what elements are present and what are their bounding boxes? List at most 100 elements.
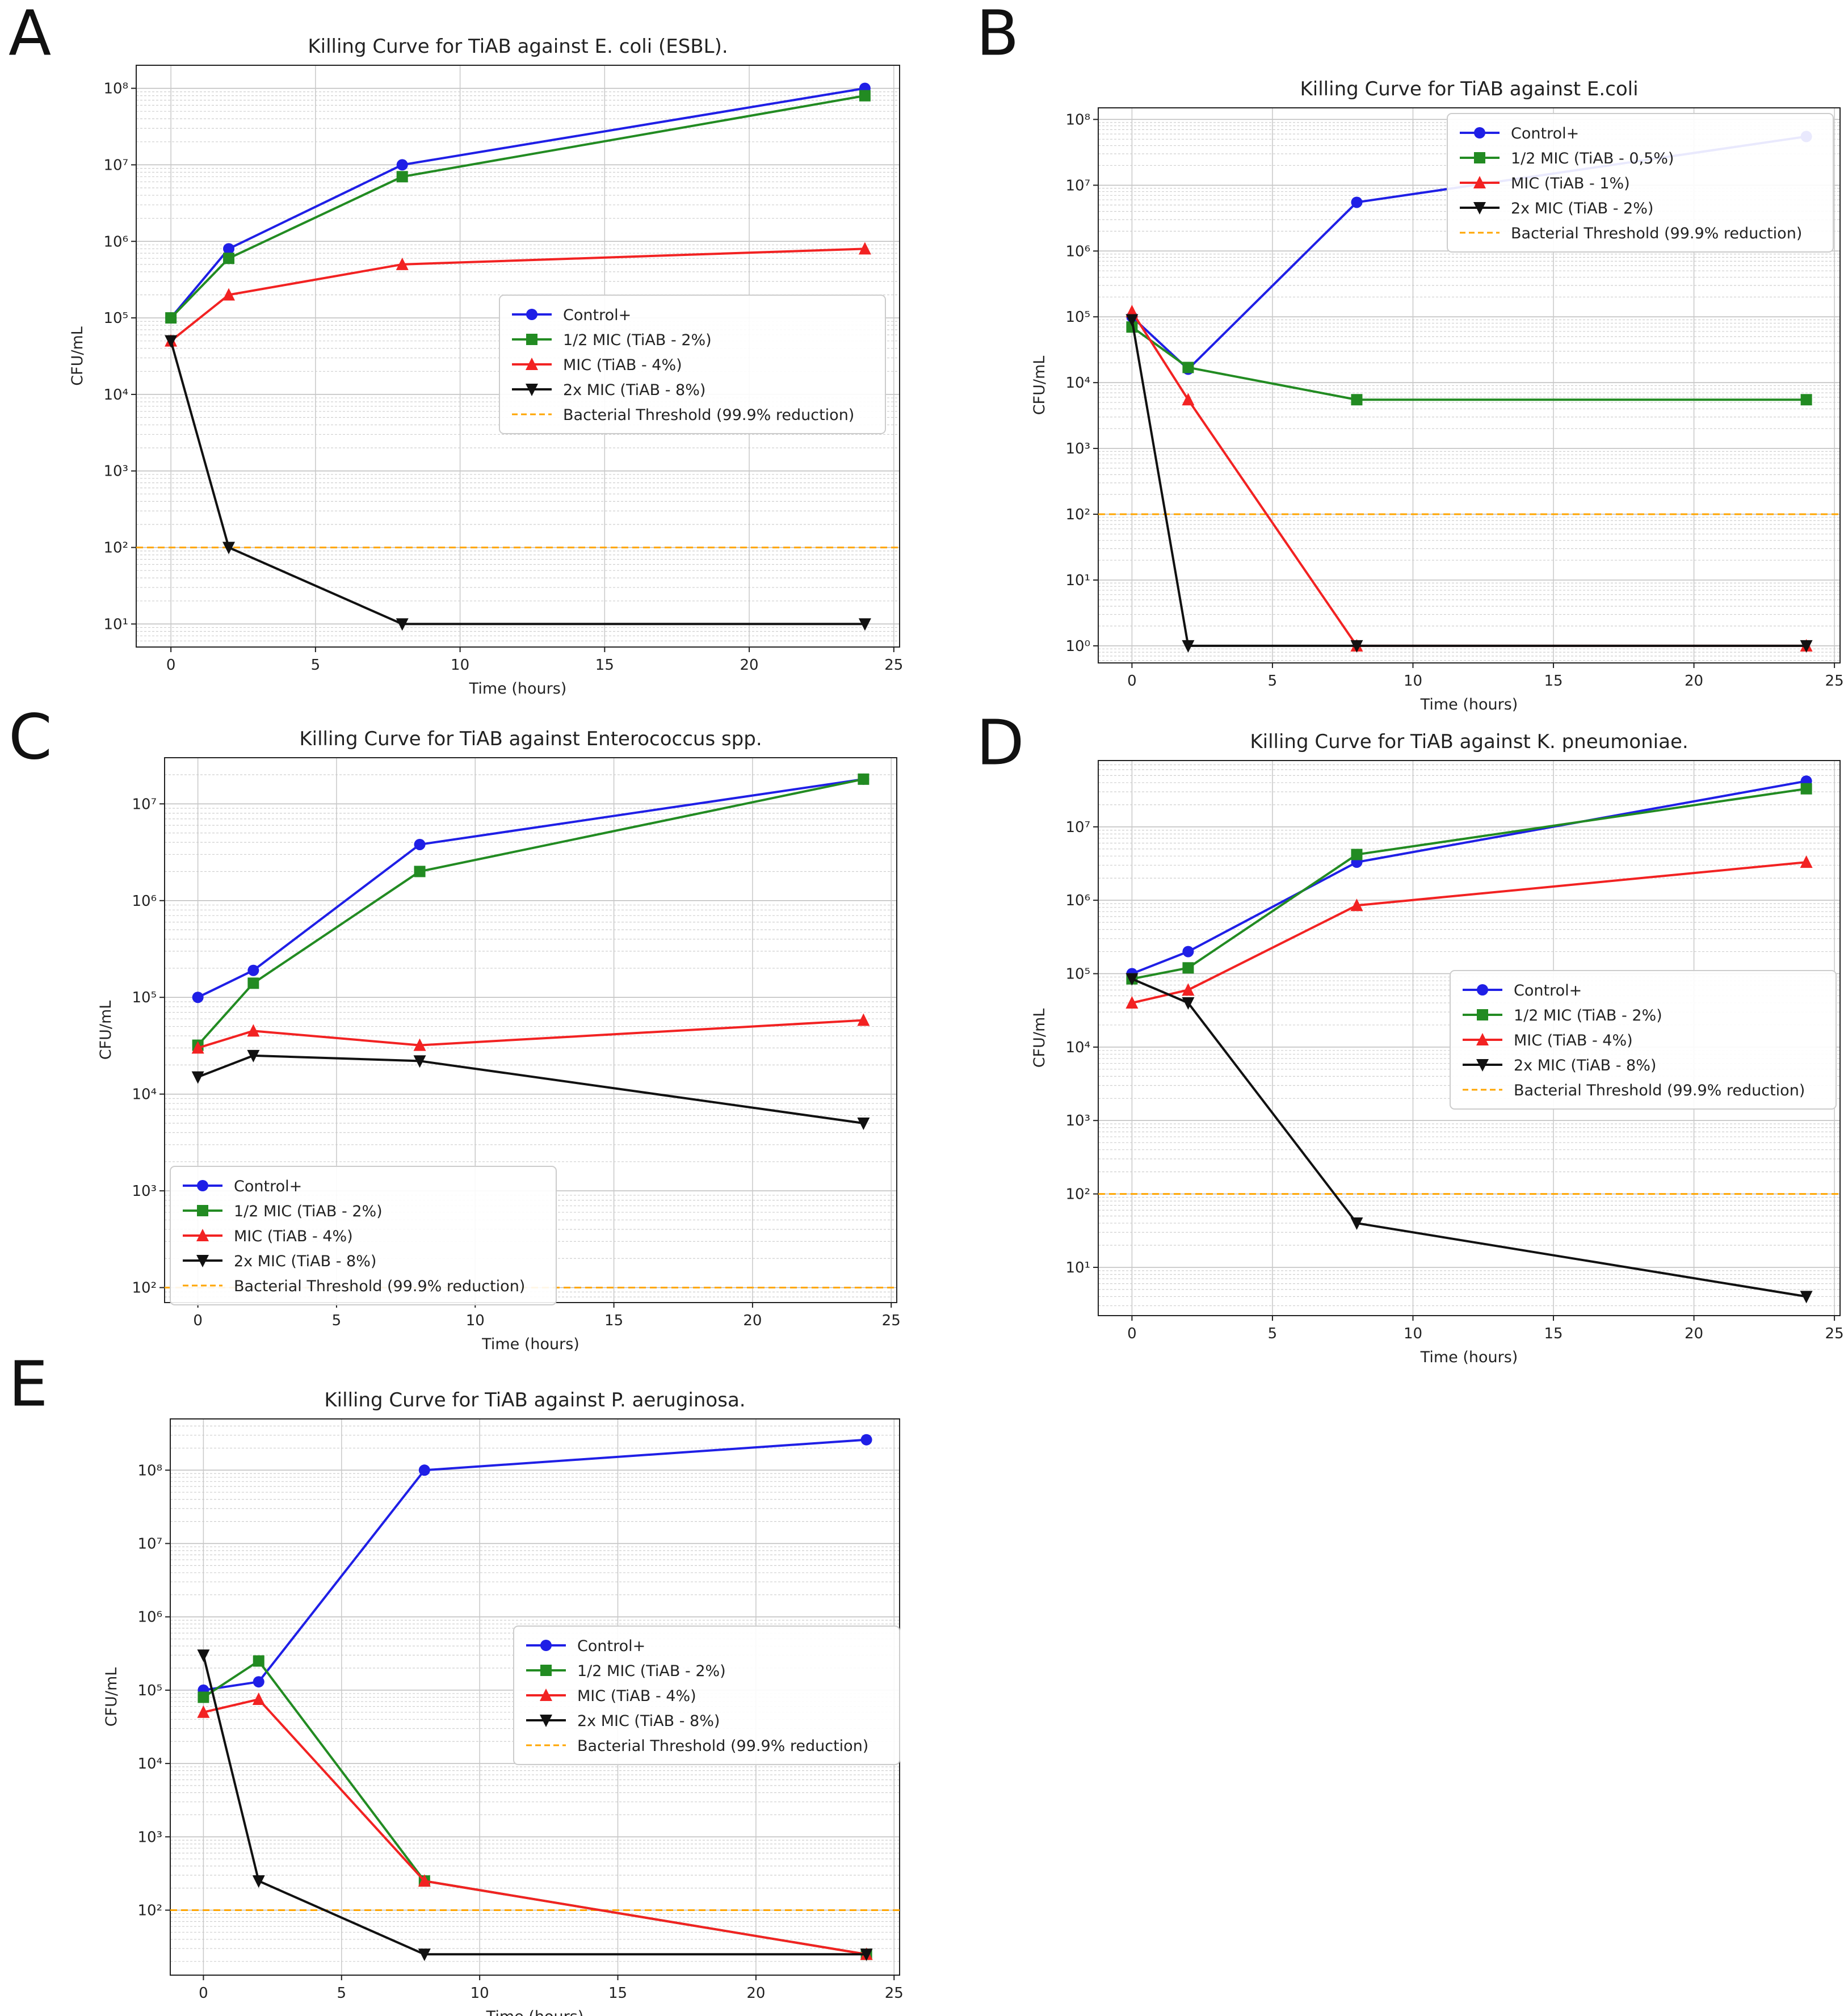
series-line <box>170 87 866 319</box>
data-point <box>396 171 408 183</box>
legend-entry: MIC (TiAB - 4%) <box>234 1228 353 1245</box>
x-tick-label: 20 <box>740 657 759 674</box>
chart-panel-a: A Killing Curve for TiAB against E. coli … <box>9 0 903 698</box>
series-line <box>170 94 866 319</box>
x-tick-label: 10 <box>1404 673 1422 690</box>
legend-box <box>1447 113 1834 253</box>
y-tick-label: 10² <box>103 540 128 557</box>
chart-panel-c: C Killing Curve for TiAB against Enteroco… <box>9 701 901 1353</box>
legend-entry: Control+ <box>563 306 631 324</box>
y-tick-label: 10⁶ <box>1065 243 1090 260</box>
legend-entry: 2x MIC (TiAB - 8%) <box>1514 1057 1656 1074</box>
data-point <box>191 1041 204 1054</box>
legend-entry: Control+ <box>1514 982 1582 999</box>
y-tick-label: 10¹ <box>1065 1259 1090 1276</box>
data-point <box>1182 962 1194 974</box>
data-point <box>418 1464 430 1476</box>
series-line <box>1131 326 1807 401</box>
legend-entry: 1/2 MIC (TiAB - 0,5%) <box>1511 150 1674 167</box>
x-tick-label: 10 <box>471 1985 489 2002</box>
x-tick-label: 15 <box>1544 673 1563 690</box>
data-point <box>396 618 409 631</box>
x-tick-label: 15 <box>608 1985 627 2002</box>
data-point <box>165 312 177 324</box>
x-axis-label: Time (hours) <box>1420 696 1518 713</box>
x-tick-label: 10 <box>451 657 469 674</box>
data-point <box>247 964 259 976</box>
x-tick-label: 0 <box>199 1985 208 2002</box>
series-line <box>1131 320 1807 647</box>
x-tick-label: 25 <box>1825 673 1844 690</box>
legend-entry: MIC (TiAB - 4%) <box>1514 1032 1633 1049</box>
legend-entry: 1/2 MIC (TiAB - 2%) <box>563 331 712 349</box>
data-point <box>857 1118 870 1131</box>
series-4 <box>191 1049 870 1131</box>
plot-frame <box>1098 760 1841 1316</box>
legend: Control+ 1/2 MIC (TiAB - 2%) MIC (TiAB - 4… <box>513 1626 900 1765</box>
data-point <box>192 992 204 1003</box>
legend-marker <box>1473 202 1486 215</box>
legend-entry: 1/2 MIC (TiAB - 2%) <box>234 1203 383 1220</box>
data-point <box>396 257 409 270</box>
data-point <box>1182 946 1194 957</box>
y-tick-label: 10⁵ <box>103 310 128 327</box>
data-point <box>1125 996 1139 1009</box>
x-tick-label: 10 <box>1404 1325 1422 1342</box>
y-axis-label: CFU/mL <box>1031 356 1048 415</box>
series-line <box>197 778 864 1046</box>
series-line <box>203 1698 867 1956</box>
data-point <box>1182 983 1195 996</box>
y-tick-label: 10⁶ <box>137 1609 162 1626</box>
series-line <box>1131 310 1807 647</box>
data-point <box>413 1055 426 1068</box>
legend-entry: 2x MIC (TiAB - 2%) <box>1511 200 1653 217</box>
chart-title: Killing Curve for TiAB against K. pneumo… <box>1250 730 1688 753</box>
legend-entry: Control+ <box>1511 125 1579 142</box>
legend-marker <box>196 1229 209 1241</box>
y-tick-label: 10⁸ <box>1065 111 1090 128</box>
data-point <box>1350 898 1363 912</box>
series-line <box>202 1654 867 1956</box>
y-tick-label: 10⁷ <box>137 1536 162 1553</box>
legend-marker <box>526 384 538 396</box>
legend-box <box>1450 970 1837 1110</box>
legend-marker <box>1476 1059 1489 1072</box>
plot-frame <box>1098 107 1841 663</box>
x-tick-label: 15 <box>604 1312 623 1329</box>
legend-box <box>499 295 886 434</box>
y-axis-label: CFU/mL <box>1031 1009 1048 1068</box>
panel-letter: A <box>9 0 51 70</box>
chart-title: Killing Curve for TiAB against E.coli <box>1300 78 1638 100</box>
x-tick-label: 0 <box>166 657 176 674</box>
legend-entry: 2x MIC (TiAB - 8%) <box>563 381 705 399</box>
legend-entry: Bacterial Threshold (99.9% reduction) <box>577 1737 868 1755</box>
y-tick-label: 10² <box>1065 506 1090 523</box>
y-tick-label: 10⁵ <box>1065 309 1090 326</box>
y-tick-label: 10⁶ <box>1065 892 1090 909</box>
panel-letter: B <box>976 0 1019 70</box>
legend-box <box>513 1626 900 1765</box>
legend-marker <box>1476 1033 1489 1045</box>
chart-title: Killing Curve for TiAB against Enterococ… <box>299 728 762 750</box>
y-tick-label: 10⁷ <box>103 157 128 174</box>
data-point <box>1350 1217 1363 1230</box>
series-line <box>198 1019 864 1049</box>
y-tick-label: 10⁸ <box>103 81 128 98</box>
y-tick-label: 10² <box>137 1902 162 1920</box>
data-point <box>1800 394 1812 406</box>
data-point <box>414 866 426 877</box>
y-tick-label: 10⁴ <box>1065 375 1090 392</box>
data-point <box>1351 394 1363 406</box>
legend-marker <box>1477 1009 1488 1020</box>
legend-marker <box>540 1689 552 1701</box>
x-tick-label: 0 <box>1127 673 1137 690</box>
y-tick-label: 10³ <box>103 463 128 480</box>
chart-panel-b: B Killing Curve for TiAB against E.coli 10… <box>976 0 1844 713</box>
data-point <box>1800 783 1812 795</box>
data-point <box>1182 997 1195 1010</box>
data-point <box>860 1434 872 1446</box>
data-point <box>197 1705 210 1718</box>
y-tick-label: 10¹ <box>103 616 128 633</box>
data-point <box>414 838 426 850</box>
data-point <box>396 159 408 171</box>
